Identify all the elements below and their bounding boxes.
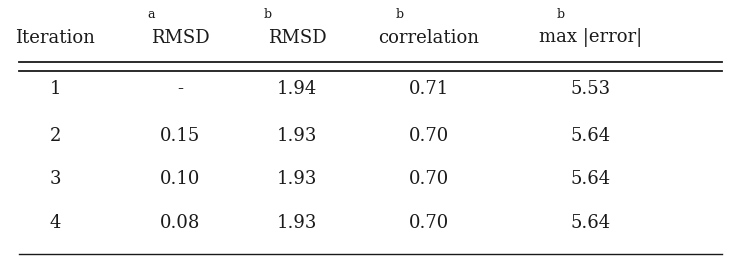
Text: 0.08: 0.08 [160, 214, 200, 232]
Text: 3: 3 [50, 171, 62, 188]
Text: 5.64: 5.64 [571, 214, 611, 232]
Text: Iteration: Iteration [16, 29, 96, 47]
Text: correlation: correlation [379, 29, 479, 47]
Text: 1.93: 1.93 [277, 127, 317, 145]
Text: RMSD: RMSD [268, 29, 327, 47]
Text: 5.53: 5.53 [571, 80, 611, 98]
Text: 0.70: 0.70 [409, 171, 449, 188]
Text: 0.70: 0.70 [409, 127, 449, 145]
Text: 2: 2 [50, 127, 62, 145]
Text: RMSD: RMSD [150, 29, 209, 47]
Text: b: b [396, 8, 404, 21]
Text: max |error|: max |error| [539, 28, 642, 47]
Text: 5.64: 5.64 [571, 127, 611, 145]
Text: 1.94: 1.94 [277, 80, 317, 98]
Text: 1.93: 1.93 [277, 171, 317, 188]
Text: 0.70: 0.70 [409, 214, 449, 232]
Text: a: a [147, 8, 154, 21]
Text: 0.10: 0.10 [160, 171, 200, 188]
Text: 1.93: 1.93 [277, 214, 317, 232]
Text: -: - [177, 80, 183, 98]
Text: b: b [557, 8, 565, 21]
Text: b: b [264, 8, 272, 21]
Text: 0.15: 0.15 [160, 127, 200, 145]
Text: 0.71: 0.71 [409, 80, 449, 98]
Text: 4: 4 [50, 214, 62, 232]
Text: 5.64: 5.64 [571, 171, 611, 188]
Text: 1: 1 [50, 80, 62, 98]
